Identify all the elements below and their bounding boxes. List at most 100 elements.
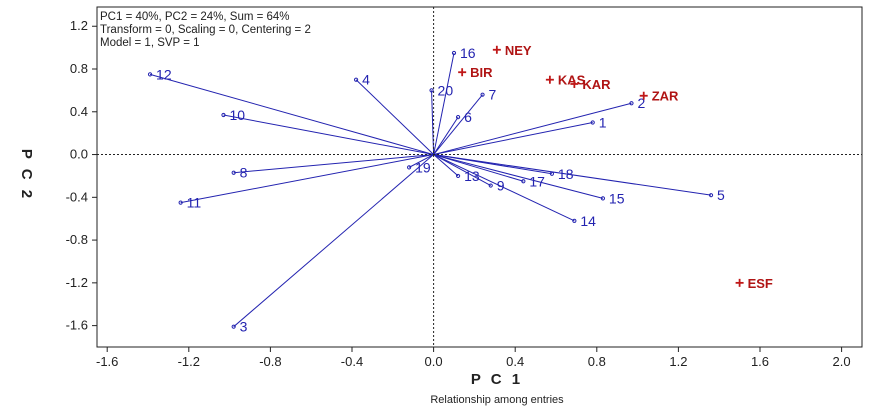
entry-marker-9 [488, 183, 493, 188]
entry-label-4: 4 [362, 72, 370, 88]
entry-label-1: 1 [599, 114, 607, 130]
tester-label-kar: KAR [582, 77, 611, 92]
x-tick-label: -0.4 [341, 354, 363, 369]
y-tick-label: -0.8 [66, 232, 88, 247]
y-tick-label: 0.4 [70, 104, 88, 119]
x-tick-label: 0.8 [588, 354, 606, 369]
x-tick-label: 0.0 [425, 354, 443, 369]
entry-label-11: 11 [187, 195, 202, 211]
entry-vector-9 [433, 154, 491, 186]
header-line-3: Model = 1, SVP = 1 [100, 37, 200, 49]
tester-label-ney: NEY [505, 43, 532, 58]
entry-label-3: 3 [240, 319, 248, 335]
x-tick-label: 1.2 [669, 354, 687, 369]
entry-vector-6 [433, 116, 459, 155]
entry-vectors [149, 52, 712, 328]
tester-label-zar: ZAR [652, 89, 679, 104]
entry-marker-5 [708, 193, 714, 198]
y-tick-label: -1.2 [66, 275, 88, 290]
tester-label-bir: BIR [470, 65, 493, 80]
entry-vector-14 [433, 154, 575, 222]
header-background [98, 9, 428, 49]
y-tick-label: 0.0 [70, 147, 88, 162]
x-tick-label: 1.6 [751, 354, 769, 369]
entry-label-7: 7 [489, 87, 497, 103]
entry-marker-18 [549, 171, 555, 176]
tester-label-esf: ESF [748, 276, 773, 291]
entry-label-10: 10 [229, 107, 245, 123]
entry-vector-11 [180, 154, 434, 204]
x-tick-label: 2.0 [833, 354, 851, 369]
entry-label-2: 2 [637, 95, 645, 111]
y-tick-label: 0.8 [70, 61, 88, 76]
chart-caption: Relationship among entries [430, 394, 564, 406]
entry-label-19: 19 [415, 159, 431, 175]
axes: -1.6 -1.2 -0.8 -0.4 0.0 0.4 0.8 1.2 1.6 2.0 1.2 0.8… [66, 6, 863, 369]
entry-vector-10 [223, 114, 434, 156]
entry-label-12: 12 [156, 66, 172, 82]
entry-label-18: 18 [558, 166, 574, 182]
entry-marker-11 [178, 200, 183, 205]
entry-marker-17 [521, 179, 526, 184]
entry-label-6: 6 [464, 109, 472, 125]
tester-point-kar [570, 79, 579, 88]
entry-marker-19 [407, 165, 412, 170]
entry-marker-1 [590, 120, 595, 125]
entry-vector-7 [433, 94, 483, 155]
tester-point-bir [458, 68, 467, 77]
tester-point-zar [639, 91, 648, 100]
entry-label-14: 14 [580, 213, 596, 229]
y-tick-label: 1.2 [70, 18, 88, 33]
entry-vector-2 [433, 102, 632, 156]
entry-label-20: 20 [438, 82, 454, 98]
x-tick-label: -0.8 [259, 354, 281, 369]
x-tick-label: -1.6 [96, 354, 118, 369]
entry-marker-8 [231, 170, 236, 175]
tester-point-kas [545, 75, 554, 84]
header-line-2: Transform = 0, Scaling = 0, Centering = … [100, 24, 311, 36]
header-line-1: PC1 = 40%, PC2 = 24%, Sum = 64% [100, 11, 290, 23]
entry-vector-13 [433, 154, 459, 177]
entry-label-15: 15 [609, 190, 625, 206]
entry-vector-17 [433, 154, 524, 182]
entry-marker-2 [629, 101, 634, 106]
entry-marker-3 [231, 324, 236, 329]
x-tick-label: -1.2 [178, 354, 200, 369]
y-axis-title: P C 2 [18, 149, 35, 201]
entry-marker-20 [429, 88, 434, 93]
entry-marker-7 [480, 92, 485, 97]
header-box: PC1 = 40%, PC2 = 24%, Sum = 64%Transform… [98, 9, 428, 49]
entry-vector-4 [355, 79, 434, 155]
entry-label-13: 13 [464, 168, 480, 184]
x-tick-label: 0.4 [506, 354, 524, 369]
entry-vector-18 [433, 154, 553, 175]
entry-marker-10 [221, 112, 226, 118]
entry-marker-4 [353, 77, 359, 82]
entry-vector-3 [233, 154, 434, 328]
plot-frame [96, 6, 863, 348]
y-tick-label: -1.6 [66, 318, 88, 333]
tester-point-esf [735, 278, 744, 287]
entry-label-17: 17 [529, 173, 545, 189]
y-tick-label: -0.4 [66, 189, 88, 204]
entry-marker-14 [572, 218, 577, 223]
entry-marker-16 [451, 50, 457, 56]
entry-label-16: 16 [460, 45, 476, 61]
entry-vector-19 [408, 154, 434, 168]
entry-vector-16 [433, 52, 455, 155]
entry-marker-12 [147, 72, 153, 77]
entry-label-9: 9 [497, 178, 505, 194]
entry-marker-6 [455, 115, 461, 120]
entry-label-8: 8 [240, 165, 248, 181]
entry-vector-12 [149, 73, 434, 156]
tester-point-ney [492, 45, 501, 54]
entry-vector-5 [433, 154, 712, 196]
x-axis-title: P C 1 [471, 371, 523, 388]
entry-label-5: 5 [717, 187, 725, 203]
entry-vector-8 [233, 154, 434, 174]
entry-marker-15 [600, 196, 606, 201]
entry-vector-15 [433, 154, 604, 199]
